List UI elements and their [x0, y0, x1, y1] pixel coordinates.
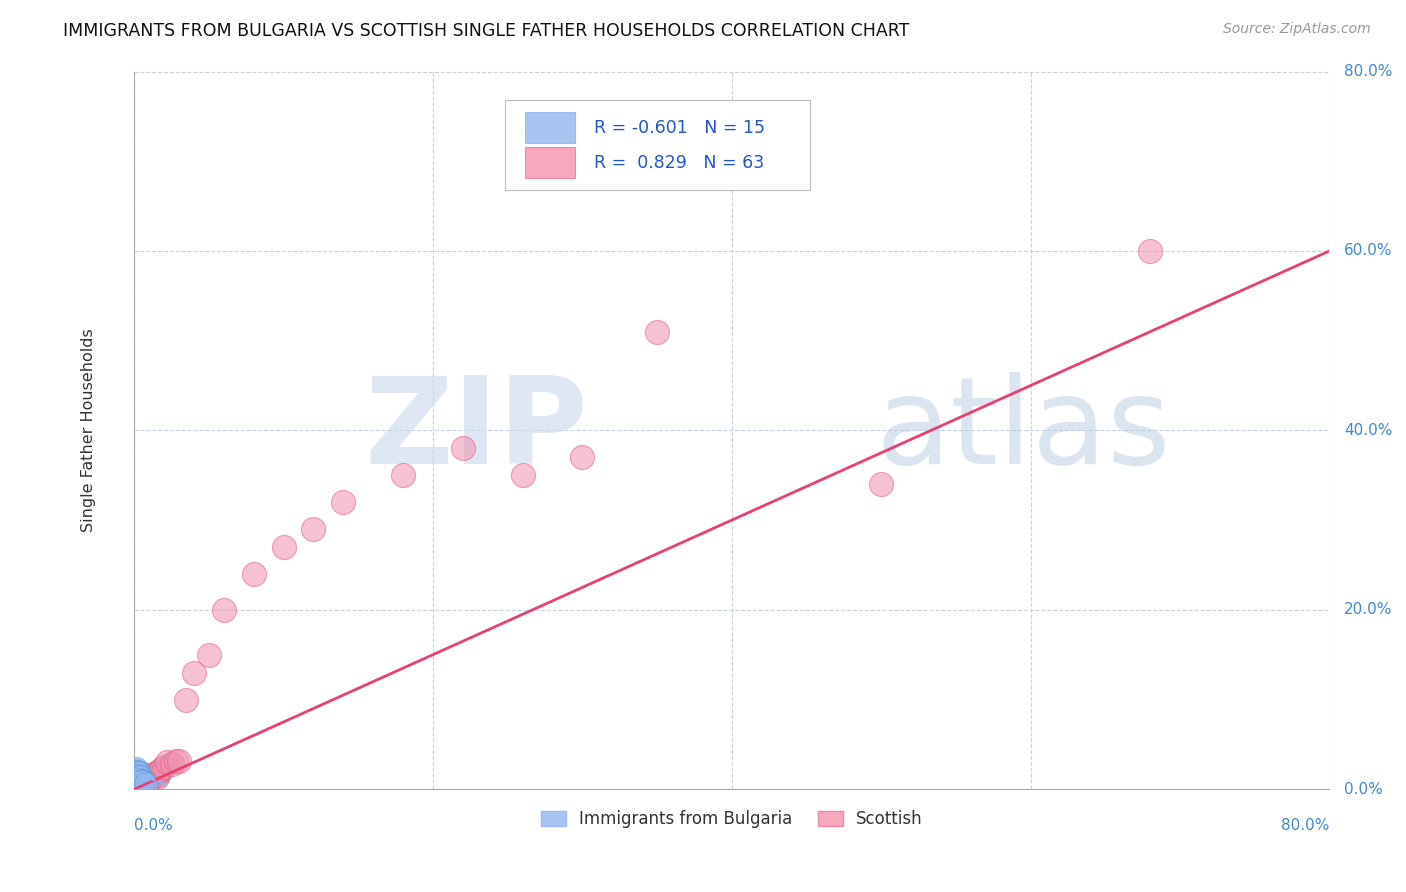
Point	[392, 468, 415, 483]
Point	[128, 775, 150, 789]
Point	[125, 778, 148, 792]
FancyBboxPatch shape	[505, 100, 810, 190]
Point	[127, 778, 149, 792]
Point	[131, 778, 153, 792]
Point	[142, 768, 165, 782]
Point	[870, 477, 893, 491]
Point	[132, 777, 155, 791]
FancyBboxPatch shape	[524, 112, 575, 144]
Point	[512, 468, 534, 483]
Point	[131, 774, 153, 789]
Point	[129, 773, 152, 788]
Point	[129, 771, 152, 785]
Point	[131, 768, 153, 782]
Point	[138, 773, 160, 788]
Point	[132, 769, 155, 783]
Legend: Immigrants from Bulgaria, Scottish: Immigrants from Bulgaria, Scottish	[534, 804, 929, 835]
Point	[127, 765, 149, 780]
Point	[571, 450, 593, 465]
Point	[134, 773, 156, 788]
Point	[128, 777, 150, 791]
Point	[136, 770, 159, 784]
Point	[127, 775, 149, 789]
FancyBboxPatch shape	[524, 147, 575, 178]
Point	[183, 665, 205, 680]
Point	[125, 775, 148, 789]
Point	[150, 763, 173, 777]
Point	[176, 692, 198, 706]
Point	[153, 760, 176, 774]
Point	[127, 769, 149, 783]
Point	[134, 770, 156, 784]
Point	[167, 754, 190, 768]
Text: atlas: atlas	[876, 372, 1171, 489]
Text: R = -0.601   N = 15: R = -0.601 N = 15	[595, 119, 765, 136]
Text: 80.0%: 80.0%	[1281, 818, 1330, 833]
Point	[129, 773, 152, 788]
Point	[128, 769, 150, 783]
Point	[451, 442, 474, 456]
Text: 80.0%: 80.0%	[1344, 64, 1392, 79]
Text: ZIP: ZIP	[364, 372, 588, 489]
Point	[149, 764, 172, 779]
Point	[156, 756, 179, 770]
Point	[136, 773, 159, 788]
Point	[160, 757, 183, 772]
Point	[242, 566, 264, 581]
Point	[332, 495, 354, 509]
Point	[125, 772, 148, 786]
Point	[129, 770, 152, 784]
Point	[127, 768, 149, 782]
Point	[128, 772, 150, 786]
Point	[146, 768, 169, 782]
Point	[138, 769, 160, 783]
Text: 0.0%: 0.0%	[134, 818, 173, 833]
Point	[302, 522, 325, 536]
Point	[273, 540, 295, 554]
Point	[145, 766, 167, 780]
Point	[198, 648, 221, 662]
Point	[134, 775, 156, 789]
Point	[132, 772, 155, 786]
Point	[139, 772, 162, 786]
Point	[127, 773, 149, 788]
Point	[129, 768, 152, 782]
Point	[128, 772, 150, 786]
Text: Single Father Households: Single Father Households	[82, 328, 96, 533]
Point	[145, 770, 167, 784]
Text: 60.0%: 60.0%	[1344, 244, 1392, 259]
Text: Source: ZipAtlas.com: Source: ZipAtlas.com	[1223, 22, 1371, 37]
Point	[212, 603, 235, 617]
Text: 40.0%: 40.0%	[1344, 423, 1392, 438]
Point	[124, 766, 146, 780]
Point	[132, 775, 155, 789]
Point	[131, 773, 153, 788]
Text: 0.0%: 0.0%	[1344, 781, 1382, 797]
Point	[131, 775, 153, 789]
Point	[135, 768, 157, 782]
Point	[143, 766, 166, 780]
Point	[125, 769, 148, 783]
Point	[135, 774, 157, 789]
Point	[645, 325, 668, 339]
Point	[125, 763, 148, 777]
Point	[135, 777, 157, 791]
Point	[141, 770, 163, 784]
Point	[1139, 244, 1161, 258]
Point	[125, 764, 148, 779]
Point	[127, 771, 149, 785]
Point	[128, 769, 150, 783]
Point	[129, 776, 152, 790]
Point	[165, 754, 187, 768]
Point	[131, 772, 153, 786]
Text: 20.0%: 20.0%	[1344, 602, 1392, 617]
Point	[128, 766, 150, 780]
Text: R =  0.829   N = 63: R = 0.829 N = 63	[595, 153, 765, 171]
Text: IMMIGRANTS FROM BULGARIA VS SCOTTISH SINGLE FATHER HOUSEHOLDS CORRELATION CHART: IMMIGRANTS FROM BULGARIA VS SCOTTISH SIN…	[63, 22, 910, 40]
Point	[135, 772, 157, 786]
Point	[132, 774, 155, 789]
